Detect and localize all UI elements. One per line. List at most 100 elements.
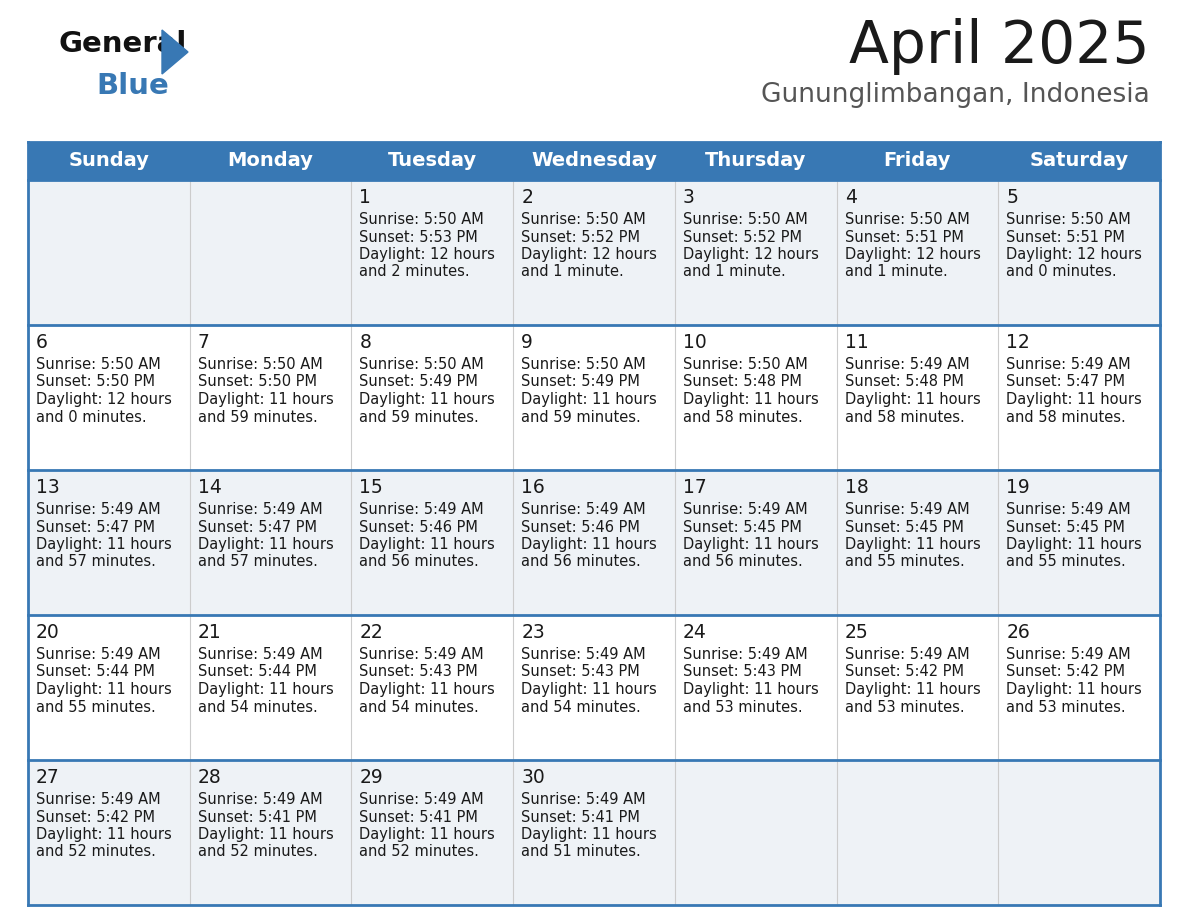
Text: Monday: Monday (228, 151, 314, 171)
Text: 1: 1 (360, 188, 372, 207)
Text: Sunrise: 5:50 AM: Sunrise: 5:50 AM (683, 357, 808, 372)
Text: 16: 16 (522, 478, 545, 497)
Text: 5: 5 (1006, 188, 1018, 207)
Text: and 52 minutes.: and 52 minutes. (36, 845, 156, 859)
Text: and 56 minutes.: and 56 minutes. (683, 554, 803, 569)
Text: General: General (58, 30, 187, 58)
Text: Sunset: 5:51 PM: Sunset: 5:51 PM (1006, 230, 1125, 244)
Text: 25: 25 (845, 623, 868, 642)
Text: Daylight: 12 hours: Daylight: 12 hours (36, 392, 172, 407)
Text: Sunset: 5:51 PM: Sunset: 5:51 PM (845, 230, 963, 244)
Text: Daylight: 12 hours: Daylight: 12 hours (1006, 247, 1142, 262)
Text: and 55 minutes.: and 55 minutes. (36, 700, 156, 714)
Text: 22: 22 (360, 623, 384, 642)
Text: Sunrise: 5:50 AM: Sunrise: 5:50 AM (1006, 212, 1131, 227)
Text: and 0 minutes.: and 0 minutes. (36, 409, 146, 424)
Text: Sunset: 5:48 PM: Sunset: 5:48 PM (683, 375, 802, 389)
Text: Daylight: 12 hours: Daylight: 12 hours (845, 247, 980, 262)
Text: Sunset: 5:44 PM: Sunset: 5:44 PM (197, 665, 316, 679)
Text: Sunset: 5:42 PM: Sunset: 5:42 PM (1006, 665, 1125, 679)
Text: Friday: Friday (884, 151, 952, 171)
Text: and 52 minutes.: and 52 minutes. (360, 845, 479, 859)
Text: 19: 19 (1006, 478, 1030, 497)
Text: Sunset: 5:45 PM: Sunset: 5:45 PM (683, 520, 802, 534)
Text: Sunday: Sunday (69, 151, 150, 171)
Text: and 54 minutes.: and 54 minutes. (197, 700, 317, 714)
Text: Sunrise: 5:50 AM: Sunrise: 5:50 AM (845, 212, 969, 227)
Bar (29, 142, 1159, 180)
Text: 15: 15 (360, 478, 384, 497)
Text: Sunrise: 5:49 AM: Sunrise: 5:49 AM (360, 502, 484, 517)
Text: Daylight: 11 hours: Daylight: 11 hours (1006, 537, 1142, 552)
Text: 10: 10 (683, 333, 707, 352)
Text: Sunrise: 5:50 AM: Sunrise: 5:50 AM (522, 357, 646, 372)
Text: Sunset: 5:47 PM: Sunset: 5:47 PM (197, 520, 317, 534)
Text: 6: 6 (36, 333, 48, 352)
Text: Sunrise: 5:49 AM: Sunrise: 5:49 AM (683, 647, 808, 662)
Text: 18: 18 (845, 478, 868, 497)
Bar (29, 760, 1159, 905)
Text: Sunrise: 5:49 AM: Sunrise: 5:49 AM (522, 647, 646, 662)
Text: Sunrise: 5:49 AM: Sunrise: 5:49 AM (360, 647, 484, 662)
Text: 29: 29 (360, 768, 384, 787)
Text: 14: 14 (197, 478, 222, 497)
Text: and 2 minutes.: and 2 minutes. (360, 264, 470, 279)
Text: Daylight: 11 hours: Daylight: 11 hours (683, 682, 819, 697)
Text: and 57 minutes.: and 57 minutes. (36, 554, 156, 569)
Text: and 51 minutes.: and 51 minutes. (522, 845, 640, 859)
Text: and 54 minutes.: and 54 minutes. (360, 700, 479, 714)
Text: 12: 12 (1006, 333, 1030, 352)
Text: and 58 minutes.: and 58 minutes. (1006, 409, 1126, 424)
Text: Sunset: 5:42 PM: Sunset: 5:42 PM (845, 665, 963, 679)
Text: Daylight: 11 hours: Daylight: 11 hours (683, 392, 819, 407)
Text: Sunset: 5:43 PM: Sunset: 5:43 PM (522, 665, 640, 679)
Text: Sunrise: 5:49 AM: Sunrise: 5:49 AM (197, 502, 322, 517)
Text: Daylight: 11 hours: Daylight: 11 hours (360, 392, 495, 407)
Text: Daylight: 12 hours: Daylight: 12 hours (683, 247, 819, 262)
Text: Sunrise: 5:49 AM: Sunrise: 5:49 AM (845, 502, 969, 517)
Text: and 56 minutes.: and 56 minutes. (360, 554, 479, 569)
Text: 4: 4 (845, 188, 857, 207)
Text: 20: 20 (36, 623, 59, 642)
Text: and 53 minutes.: and 53 minutes. (683, 700, 802, 714)
Text: Thursday: Thursday (704, 151, 807, 171)
Text: 17: 17 (683, 478, 707, 497)
Text: and 1 minute.: and 1 minute. (522, 264, 624, 279)
Text: Sunrise: 5:49 AM: Sunrise: 5:49 AM (845, 357, 969, 372)
Text: and 1 minute.: and 1 minute. (845, 264, 947, 279)
Text: Sunset: 5:47 PM: Sunset: 5:47 PM (1006, 375, 1125, 389)
Text: 28: 28 (197, 768, 221, 787)
Text: and 59 minutes.: and 59 minutes. (197, 409, 317, 424)
Text: Sunrise: 5:49 AM: Sunrise: 5:49 AM (522, 792, 646, 807)
Text: Sunset: 5:52 PM: Sunset: 5:52 PM (522, 230, 640, 244)
Text: Daylight: 11 hours: Daylight: 11 hours (197, 682, 334, 697)
Text: 26: 26 (1006, 623, 1030, 642)
Text: and 58 minutes.: and 58 minutes. (683, 409, 803, 424)
Text: Sunset: 5:50 PM: Sunset: 5:50 PM (36, 375, 154, 389)
Text: Sunrise: 5:50 AM: Sunrise: 5:50 AM (360, 357, 485, 372)
Polygon shape (162, 30, 188, 74)
Text: Sunrise: 5:49 AM: Sunrise: 5:49 AM (197, 647, 322, 662)
Text: Sunrise: 5:50 AM: Sunrise: 5:50 AM (36, 357, 160, 372)
Text: Sunrise: 5:49 AM: Sunrise: 5:49 AM (360, 792, 484, 807)
Text: Daylight: 11 hours: Daylight: 11 hours (845, 537, 980, 552)
Text: 7: 7 (197, 333, 209, 352)
Text: Daylight: 11 hours: Daylight: 11 hours (522, 537, 657, 552)
Bar (29, 325, 1159, 470)
Text: and 57 minutes.: and 57 minutes. (197, 554, 317, 569)
Text: 2: 2 (522, 188, 533, 207)
Text: Sunset: 5:43 PM: Sunset: 5:43 PM (360, 665, 479, 679)
Text: Daylight: 11 hours: Daylight: 11 hours (36, 682, 172, 697)
Text: Daylight: 11 hours: Daylight: 11 hours (1006, 682, 1142, 697)
Text: 9: 9 (522, 333, 533, 352)
Text: Sunset: 5:41 PM: Sunset: 5:41 PM (522, 810, 640, 824)
Text: 8: 8 (360, 333, 372, 352)
Text: Sunset: 5:53 PM: Sunset: 5:53 PM (360, 230, 479, 244)
Text: Sunrise: 5:49 AM: Sunrise: 5:49 AM (36, 792, 160, 807)
Text: Daylight: 11 hours: Daylight: 11 hours (197, 392, 334, 407)
Text: Sunrise: 5:50 AM: Sunrise: 5:50 AM (522, 212, 646, 227)
Text: Sunset: 5:41 PM: Sunset: 5:41 PM (360, 810, 479, 824)
Text: Blue: Blue (96, 72, 169, 100)
Text: Daylight: 11 hours: Daylight: 11 hours (36, 537, 172, 552)
Text: Daylight: 11 hours: Daylight: 11 hours (522, 682, 657, 697)
